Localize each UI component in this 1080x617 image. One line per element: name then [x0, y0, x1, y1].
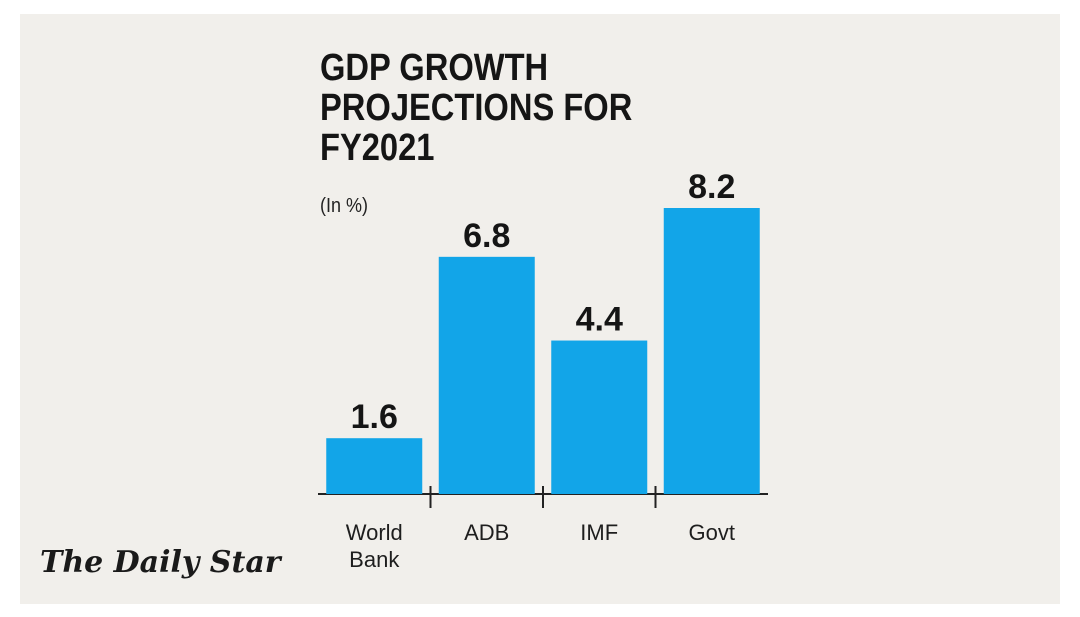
unit-label: (In %) [320, 195, 369, 217]
category-label: ADB [464, 520, 509, 545]
category-label: Bank [349, 547, 400, 572]
title-line-2: PROJECTIONS FOR [320, 87, 633, 129]
bar [663, 208, 760, 494]
category-label: IMF [580, 520, 618, 545]
value-label: 1.6 [351, 398, 398, 436]
value-label: 6.8 [463, 217, 510, 255]
bar [438, 256, 535, 494]
chart-card [20, 14, 1060, 604]
value-label: 4.4 [576, 301, 623, 339]
title-line-3: FY2021 [320, 127, 435, 169]
bar [551, 340, 648, 494]
category-label: World [346, 520, 403, 545]
title-line-1: GDP GROWTH [320, 47, 549, 89]
brand-logo: The Daily Star [40, 545, 281, 580]
category-label: Govt [689, 520, 735, 545]
chart-title: GDP GROWTH PROJECTIONS FOR FY2021 [320, 48, 632, 168]
bar [326, 438, 423, 494]
value-label: 8.2 [688, 168, 735, 206]
